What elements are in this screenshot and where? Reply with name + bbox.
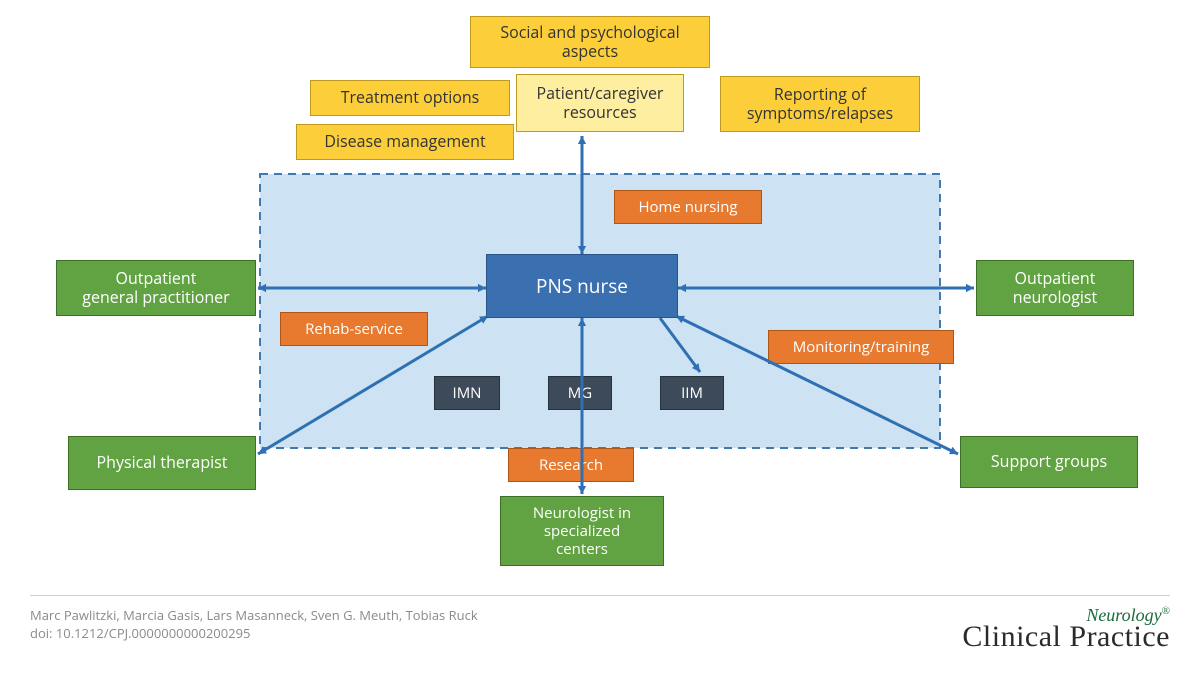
authors-text: Marc Pawlitzki, Marcia Gasis, Lars Masan… — [30, 606, 478, 624]
dark-node-mg: MG — [548, 376, 612, 410]
journal-title-bottom: Clinical Practice — [962, 622, 1170, 652]
footer-journal: Neurology® Clinical Practice — [962, 606, 1170, 652]
dark-node-iim: IIM — [660, 376, 724, 410]
orange-node-rehab: Rehab-service — [280, 312, 428, 346]
green-node-support: Support groups — [960, 436, 1138, 488]
green-node-physio: Physical therapist — [68, 436, 256, 490]
yellow-node-social: Social and psychological aspects — [470, 16, 710, 68]
orange-node-home: Home nursing — [614, 190, 762, 224]
yellow-node-report: Reporting of symptoms/relapses — [720, 76, 920, 132]
orange-node-research: Research — [508, 448, 634, 482]
yellow-node-disease: Disease management — [296, 124, 514, 160]
footer-credits: Marc Pawlitzki, Marcia Gasis, Lars Masan… — [30, 606, 478, 642]
dark-node-imn: IMN — [434, 376, 500, 410]
orange-node-monitor: Monitoring/training — [768, 330, 954, 364]
doi-text: doi: 10.1212/CPJ.0000000000200295 — [30, 624, 478, 642]
green-node-neuro_center: Neurologist in specialized centers — [500, 496, 664, 566]
center-node-pns: PNS nurse — [486, 254, 678, 318]
yellow-node-patient: Patient/caregiver resources — [516, 74, 684, 132]
green-node-gp: Outpatient general practitioner — [56, 260, 256, 316]
footer: Marc Pawlitzki, Marcia Gasis, Lars Masan… — [30, 595, 1170, 652]
diagram-stage: Social and psychological aspects Treatmen… — [0, 0, 1200, 675]
yellow-node-treat: Treatment options — [310, 80, 510, 116]
green-node-out_neuro: Outpatient neurologist — [976, 260, 1134, 316]
